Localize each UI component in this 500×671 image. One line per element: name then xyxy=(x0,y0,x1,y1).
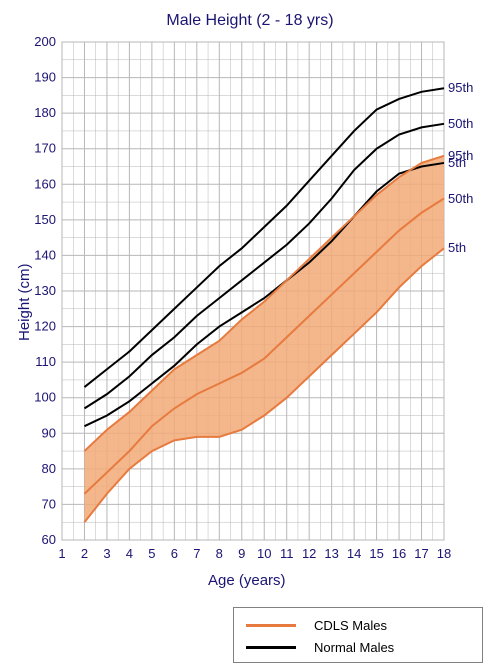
svg-text:4: 4 xyxy=(126,546,133,561)
svg-text:16: 16 xyxy=(392,546,406,561)
svg-text:130: 130 xyxy=(34,283,56,298)
svg-text:9: 9 xyxy=(238,546,245,561)
svg-text:1: 1 xyxy=(58,546,65,561)
svg-text:100: 100 xyxy=(34,390,56,405)
percentile-label-normal-95: 95th xyxy=(448,80,473,95)
svg-text:7: 7 xyxy=(193,546,200,561)
svg-text:120: 120 xyxy=(34,319,56,334)
svg-text:17: 17 xyxy=(414,546,428,561)
percentile-label-normal-50: 50th xyxy=(448,116,473,131)
growth-chart: 1234567891011121314151617186070809010011… xyxy=(0,0,500,600)
svg-text:190: 190 xyxy=(34,70,56,85)
legend-swatch-icon xyxy=(246,646,296,649)
legend-item-1: Normal Males xyxy=(246,636,470,658)
svg-text:10: 10 xyxy=(257,546,271,561)
svg-text:3: 3 xyxy=(103,546,110,561)
svg-text:2: 2 xyxy=(81,546,88,561)
svg-text:13: 13 xyxy=(324,546,338,561)
svg-text:90: 90 xyxy=(42,425,56,440)
svg-text:70: 70 xyxy=(42,496,56,511)
svg-text:80: 80 xyxy=(42,461,56,476)
svg-text:60: 60 xyxy=(42,532,56,547)
percentile-label-cdls-95: 95th xyxy=(448,148,473,163)
svg-text:8: 8 xyxy=(216,546,223,561)
svg-text:15: 15 xyxy=(369,546,383,561)
legend: CDLS Males Normal Males xyxy=(233,607,483,663)
svg-text:140: 140 xyxy=(34,247,56,262)
svg-text:180: 180 xyxy=(34,105,56,120)
legend-label: Normal Males xyxy=(314,640,394,655)
svg-text:12: 12 xyxy=(302,546,316,561)
percentile-label-cdls-5: 5th xyxy=(448,240,466,255)
svg-text:150: 150 xyxy=(34,212,56,227)
svg-text:160: 160 xyxy=(34,176,56,191)
svg-text:5: 5 xyxy=(148,546,155,561)
svg-text:14: 14 xyxy=(347,546,361,561)
svg-text:6: 6 xyxy=(171,546,178,561)
percentile-label-cdls-50: 50th xyxy=(448,191,473,206)
svg-text:200: 200 xyxy=(34,34,56,49)
legend-item-0: CDLS Males xyxy=(246,614,470,636)
legend-swatch-icon xyxy=(246,624,296,627)
svg-text:170: 170 xyxy=(34,141,56,156)
legend-label: CDLS Males xyxy=(314,618,387,633)
svg-text:18: 18 xyxy=(437,546,451,561)
svg-text:110: 110 xyxy=(35,354,56,369)
svg-text:11: 11 xyxy=(280,546,294,561)
